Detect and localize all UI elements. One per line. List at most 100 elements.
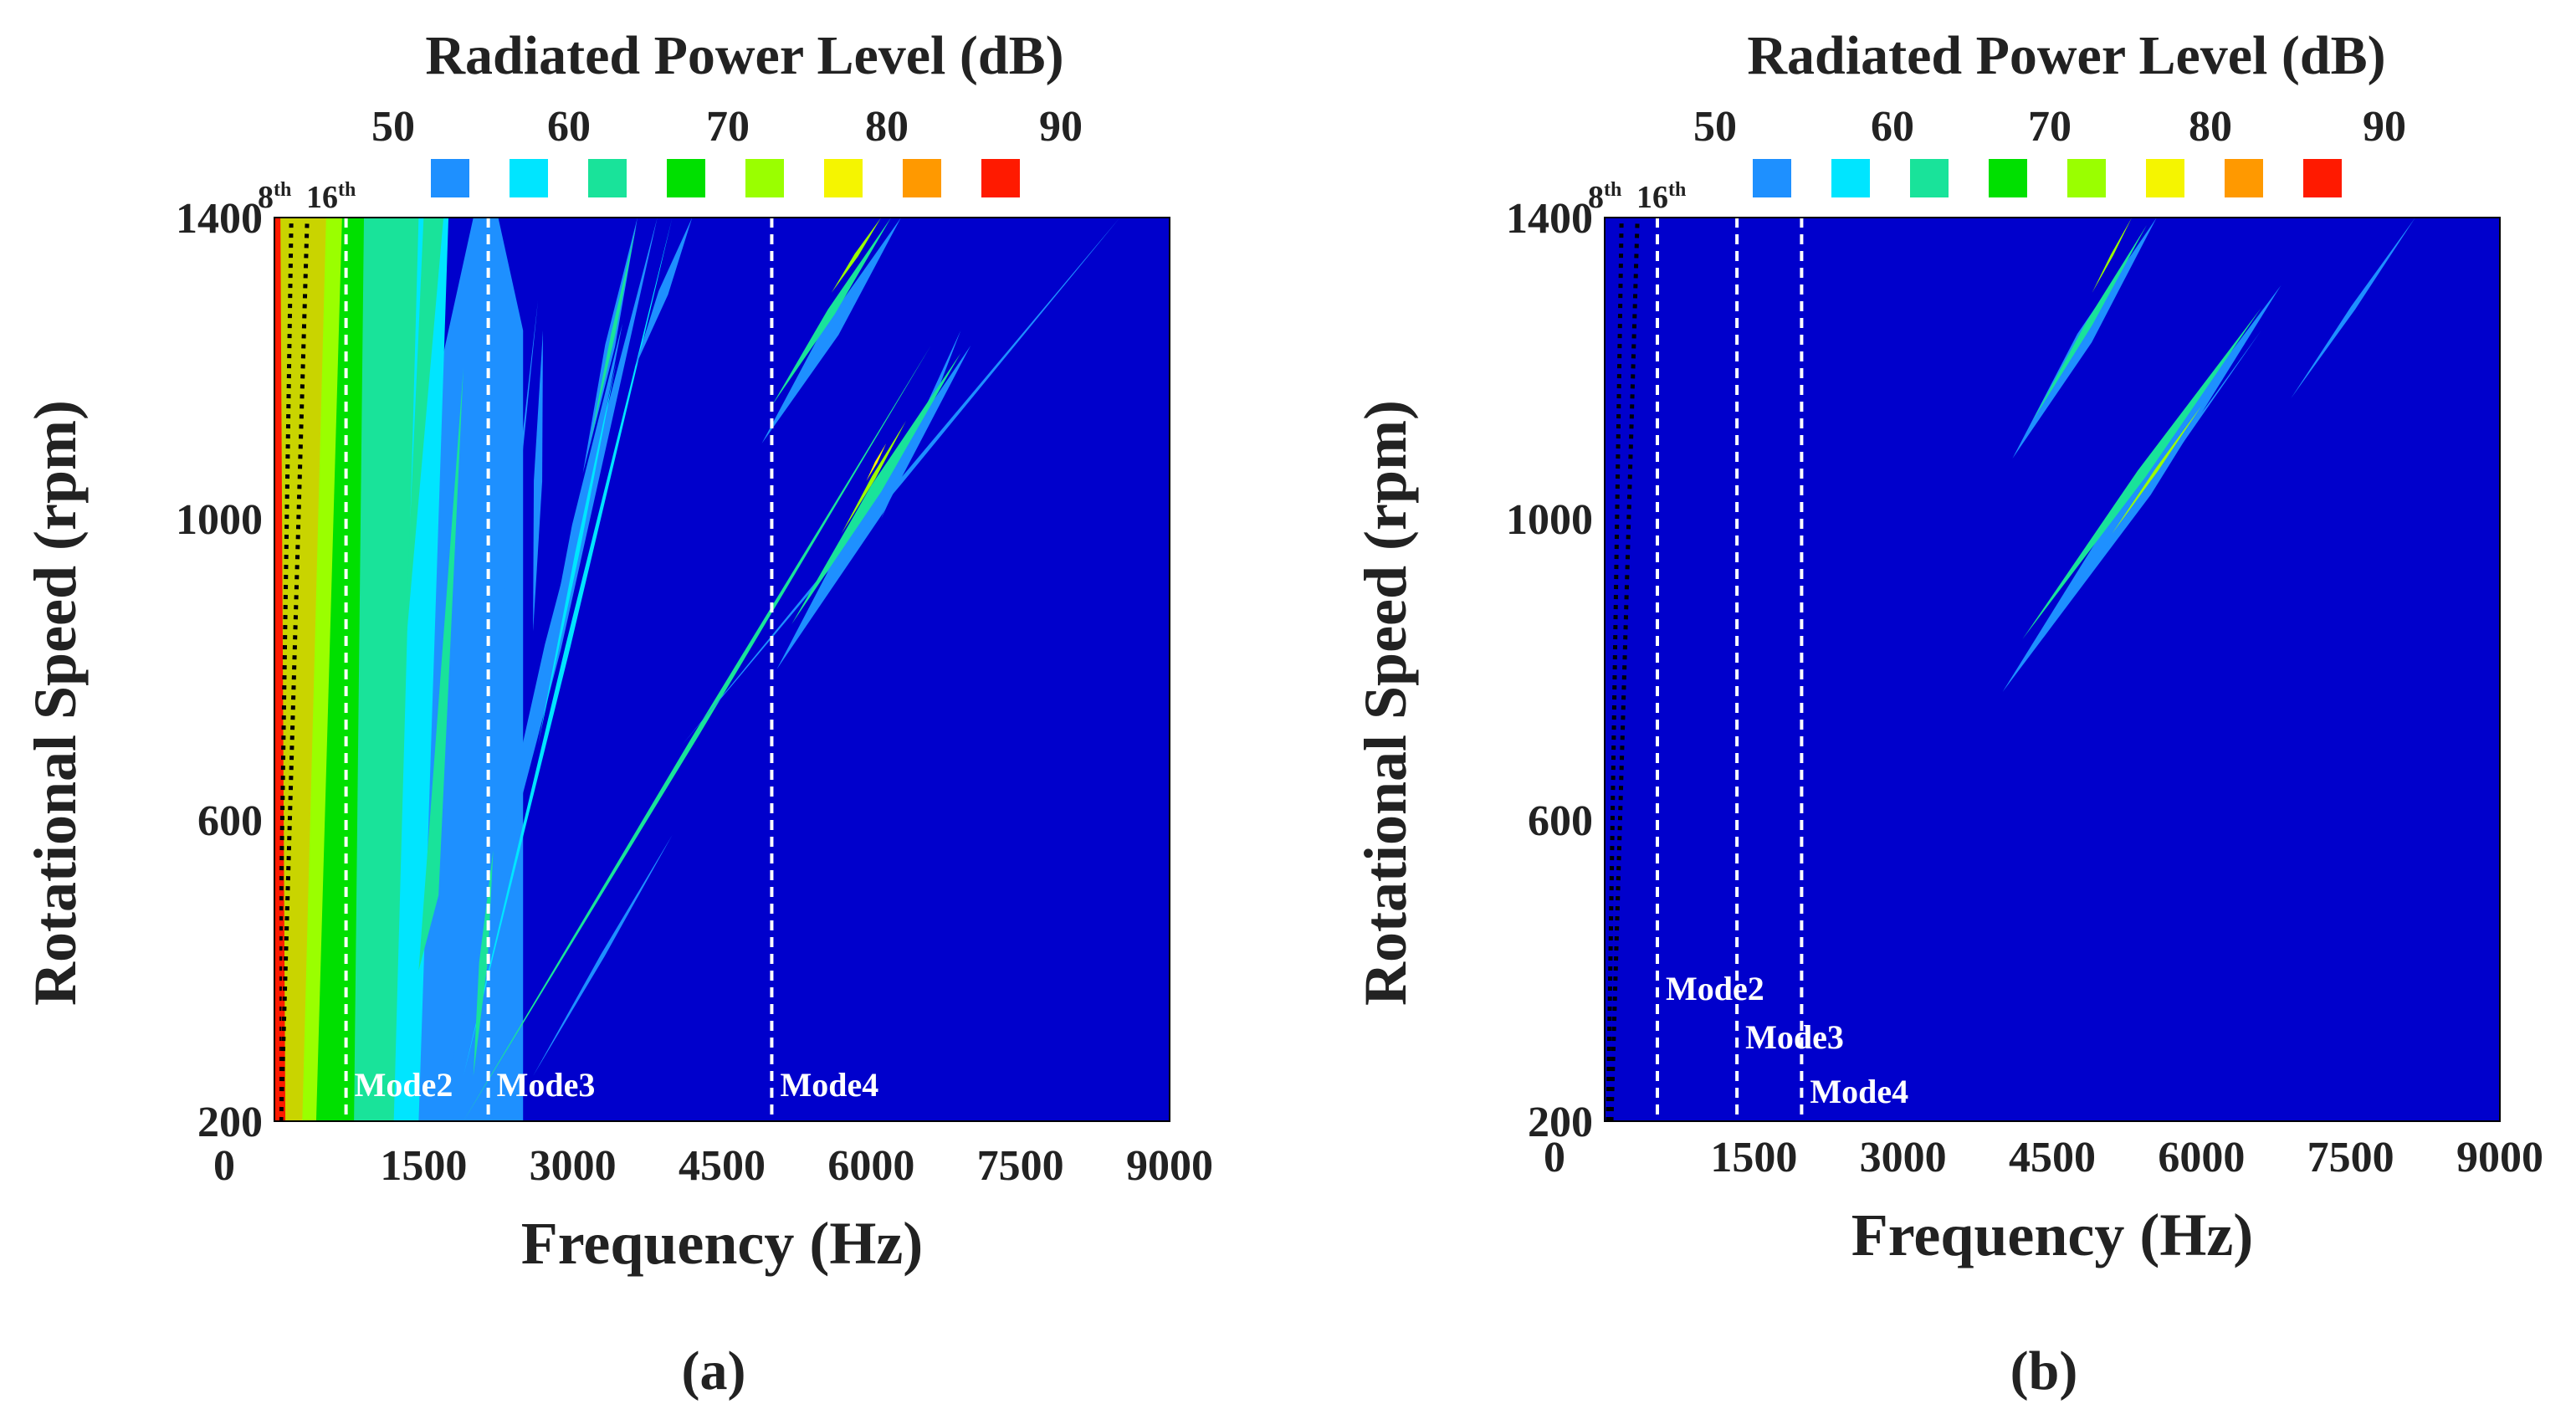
- x-tick-label: 9000: [1126, 1142, 1213, 1190]
- order-line-8th: [275, 218, 294, 1121]
- contour-ridge: [533, 323, 623, 730]
- contour-ridge: [538, 361, 617, 745]
- contour-ridge: [2092, 218, 2133, 293]
- y-tick-label: 200: [1528, 1099, 1593, 1146]
- contour-ridge: [682, 218, 1120, 745]
- order-line-8th: [1606, 218, 1624, 1121]
- x-tick-label: 9000: [2456, 1134, 2543, 1181]
- contour-ridge: [463, 346, 931, 1121]
- colorbar-tick-label: 60: [1871, 103, 1914, 151]
- colorbar-swatch: [510, 159, 548, 197]
- contour-ridge: [776, 346, 971, 669]
- order-line-16th: [1609, 218, 1640, 1121]
- colorbar-swatch: [431, 159, 469, 197]
- y-tick-label: 600: [197, 797, 263, 845]
- contour-ridge: [463, 218, 673, 1076]
- colorbar-tick-label: 90: [1039, 103, 1083, 151]
- colorbar-swatch: [667, 159, 705, 197]
- x-tick-label: 6000: [2158, 1134, 2245, 1181]
- plot-area: [1606, 218, 2415, 1121]
- mode-label-mode2: Mode2: [1666, 970, 1764, 1007]
- x-tick-label: 7500: [977, 1142, 1064, 1190]
- contour-ridge: [866, 443, 887, 481]
- order-label-16th: 16th: [306, 179, 356, 215]
- x-tick-label: 1500: [1710, 1134, 1797, 1181]
- colorbar-swatch: [2303, 159, 2342, 197]
- y-tick-label: 1000: [1506, 496, 1593, 544]
- y-axis-label: Rotational Speed (rpm): [22, 400, 89, 1006]
- colorbar-tick-label: 80: [2189, 103, 2232, 151]
- colorbar-tick-label: 70: [2028, 103, 2072, 151]
- mode-label-mode3: Mode3: [1745, 1018, 1844, 1056]
- contour-ridge: [761, 218, 901, 443]
- colorbar-swatch: [1910, 159, 1949, 197]
- colorbar-title: Radiated Power Level (dB): [1747, 25, 2385, 86]
- contour-ridge: [2012, 218, 2157, 459]
- colorbar-swatch: [745, 159, 784, 197]
- colorbar-tick-label: 90: [2363, 103, 2406, 151]
- y-tick-label: 1400: [1506, 195, 1593, 243]
- contour-ridge: [831, 218, 882, 293]
- x-tick-label: 1500: [380, 1142, 467, 1190]
- plot-frame: [274, 217, 1170, 1122]
- colorbar-swatch: [1989, 159, 2027, 197]
- colorbar-title: Radiated Power Level (dB): [425, 25, 1063, 86]
- colorbar-tick-label: 60: [547, 103, 591, 151]
- contour-ridge: [2032, 225, 2147, 421]
- x-tick-label: 4500: [679, 1142, 766, 1190]
- y-tick-label: 600: [1528, 797, 1593, 845]
- mode-label-mode4: Mode4: [780, 1066, 878, 1104]
- colorbar-tick-label: 80: [865, 103, 909, 151]
- y-tick-label: 1000: [176, 496, 263, 544]
- x-tick-label: 6000: [827, 1142, 914, 1190]
- y-axis-label: Rotational Speed (rpm): [1352, 400, 1419, 1006]
- mode-label-mode4: Mode4: [1810, 1073, 1908, 1110]
- mode-label-mode2: Mode2: [355, 1066, 453, 1104]
- plot-frame: [1604, 217, 2501, 1122]
- colorbar-tick-label: 50: [371, 103, 415, 151]
- mode-label-mode3: Mode3: [497, 1066, 596, 1104]
- panel-label: (b): [2010, 1340, 2078, 1401]
- x-tick-label: 0: [1544, 1134, 1565, 1181]
- contour-ridge: [2002, 285, 2282, 692]
- y-tick-label: 200: [197, 1099, 263, 1146]
- contour-ridge: [2042, 331, 2261, 639]
- colorbar-swatch: [1831, 159, 1870, 197]
- colorbar-swatch: [2146, 159, 2184, 197]
- colorbar-swatch: [981, 159, 1020, 197]
- colorbar-swatch: [824, 159, 863, 197]
- colorbar-swatch: [2225, 159, 2263, 197]
- contour-ridge: [533, 835, 673, 1076]
- order-label-16th: 16th: [1636, 179, 1686, 215]
- edge-band: [274, 218, 279, 1121]
- order-label-8th: 8th: [1588, 179, 1621, 215]
- contour-ridge: [2291, 218, 2415, 398]
- x-axis-label: Frequency (Hz): [521, 1210, 924, 1277]
- plot-area: [274, 218, 1120, 1121]
- colorbar-swatch: [1753, 159, 1791, 197]
- colorbar-swatch: [903, 159, 941, 197]
- contour-ridge: [634, 218, 693, 368]
- x-tick-label: 3000: [530, 1142, 617, 1190]
- colorbar-swatch: [588, 159, 627, 197]
- harmonic-band: [403, 218, 444, 669]
- order-line-16th: [279, 218, 310, 1121]
- x-tick-label: 4500: [2009, 1134, 2096, 1181]
- contour-ridge: [533, 331, 543, 632]
- panel-label: (a): [682, 1340, 746, 1401]
- harmonic-band: [478, 300, 539, 820]
- colorbar-tick-label: 70: [706, 103, 750, 151]
- colorbar-tick-label: 50: [1693, 103, 1737, 151]
- contour-ridge: [791, 353, 961, 624]
- contour-ridge: [589, 225, 637, 443]
- contour-ridge: [771, 218, 892, 406]
- x-axis-label: Frequency (Hz): [1851, 1202, 2254, 1268]
- x-tick-label: 7500: [2307, 1134, 2394, 1181]
- contour-ridge: [2022, 308, 2261, 639]
- harmonic-band: [274, 218, 326, 1121]
- order-label-8th: 8th: [258, 179, 291, 215]
- contour-ridge: [841, 421, 906, 534]
- plot-background: [1605, 218, 2500, 1121]
- harmonic-band: [418, 368, 463, 971]
